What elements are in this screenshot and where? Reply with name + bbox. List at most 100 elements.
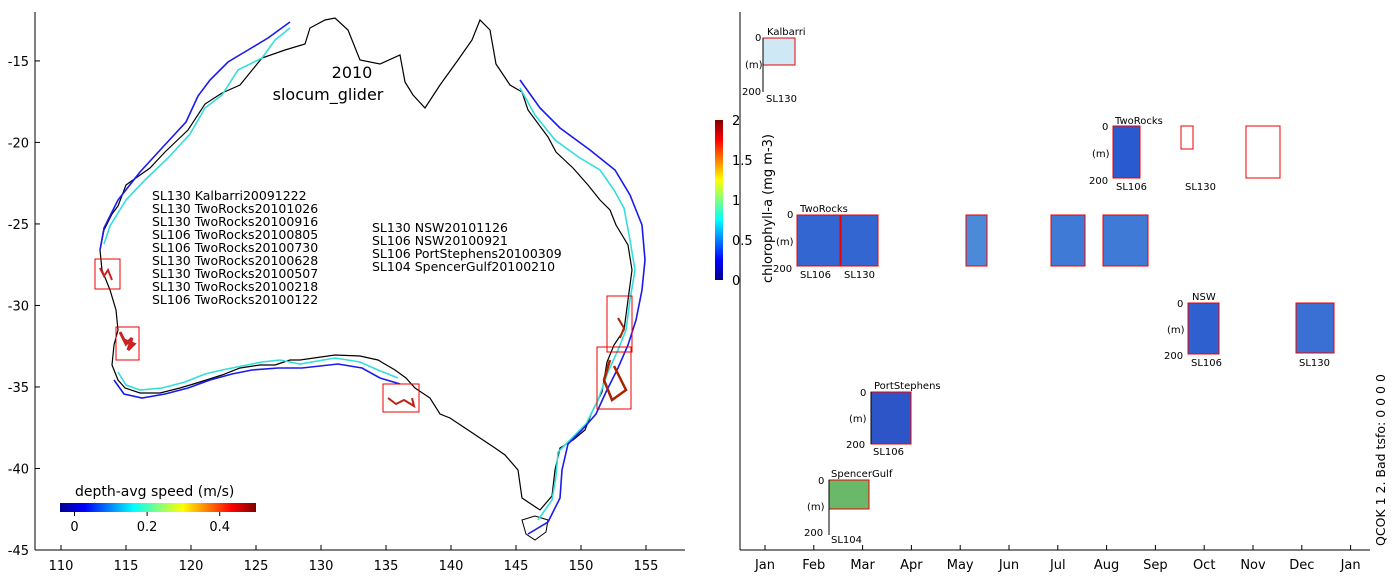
depth-unit: (m): [849, 414, 867, 425]
deployment-box: [840, 214, 879, 267]
box-kalbarri: [94, 258, 121, 290]
depth-0: 0: [1177, 299, 1183, 310]
chl-tick-label: 1: [732, 194, 740, 209]
depth-unit: (m): [807, 502, 825, 513]
x-tick-label: 130: [309, 559, 334, 574]
colorbar-tick-label: 0.4: [209, 520, 230, 535]
depth-200: 200: [773, 264, 792, 275]
x-tick-label: 140: [439, 559, 464, 574]
track-portstephens: [617, 317, 626, 339]
legend-entry: SL104 SpencerGulf20100210: [372, 259, 555, 274]
deployment-box: [1112, 125, 1141, 179]
box-tworocks: [115, 326, 140, 361]
map-title-platform: slocum_glider: [273, 85, 384, 105]
month-label: Jan: [754, 558, 775, 573]
legend-entry: SL106 TwoRocks20100122: [152, 292, 318, 307]
box-nsw: [596, 346, 632, 410]
month-label: Feb: [802, 558, 825, 573]
tl-nsw: NSW SL106 SL130 0 (m) 200: [1164, 292, 1335, 369]
deployment-box: [762, 37, 796, 66]
track-tworocks: [118, 331, 137, 352]
chl-tick-label: 1.5: [732, 154, 753, 169]
x-tick-label: 125: [244, 559, 269, 574]
depth-200: 200: [742, 87, 761, 98]
timeline-panel: Jan Feb Mar Apr May Jun Jul Aug Sep Oct Nov Dec Jan …: [715, 12, 1388, 573]
deployment-box: [1050, 214, 1086, 267]
legend-col2: SL130 NSW20101126 SL106 NSW20100921 SL10…: [372, 220, 562, 274]
glider-label: SL130: [766, 94, 797, 105]
deployment-box: [1102, 214, 1149, 267]
month-label: Dec: [1289, 558, 1314, 573]
track-nsw: [602, 359, 628, 402]
qc-note: QCOK 1 2. Bad tsfo: 0 0 0 0: [1373, 374, 1388, 546]
deployment-box: [965, 214, 988, 267]
depth-0: 0: [1102, 122, 1108, 133]
x-tick-label: 115: [114, 559, 139, 574]
tl-tworocks-late: TwoRocks SL106 SL130 0 (m) 200: [1089, 116, 1281, 193]
depth-200: 200: [846, 440, 865, 451]
legend-entry: SL106 TwoRocks20100805: [152, 227, 318, 242]
legend-entry: SL130 Kalbarri20091222: [152, 188, 307, 203]
depth-0: 0: [860, 388, 866, 399]
y-tick-label: -45: [8, 544, 29, 559]
track-kalbarri: [99, 267, 113, 281]
legend-entry: SL130 NSW20101126: [372, 220, 508, 235]
deployment-box: [1180, 125, 1194, 150]
legend-entry: SL130 TwoRocks20100218: [152, 279, 318, 294]
glider-label: SL130: [1299, 358, 1330, 369]
map-x-ticks: 110 115 120 125 130 135 140 145 150 155: [49, 545, 659, 574]
depth-200: 200: [1164, 351, 1183, 362]
legend-entry: SL130 TwoRocks20101026: [152, 201, 318, 216]
deployment-box: [870, 391, 912, 445]
site-label: NSW: [1192, 292, 1216, 303]
month-label: Jun: [998, 558, 1019, 573]
month-label: Oct: [1193, 558, 1215, 573]
site-label: SpencerGulf: [831, 469, 893, 480]
depth-unit: (m): [745, 60, 763, 71]
tl-portstephens: PortStephens SL106 0 (m) 200: [846, 381, 941, 458]
y-tick-label: -35: [8, 381, 29, 396]
y-tick-label: -25: [8, 218, 29, 233]
month-label: Sep: [1143, 558, 1168, 573]
x-tick-label: 145: [504, 559, 529, 574]
deployment-box: [1245, 125, 1281, 179]
depth-0: 0: [787, 210, 793, 221]
speed-colorbar: [60, 503, 256, 512]
x-tick-label: 110: [49, 559, 74, 574]
month-label: Jul: [1049, 558, 1066, 573]
depth-unit: (m): [1092, 149, 1110, 160]
y-tick-label: -15: [8, 55, 29, 70]
chl-colorbar-label: chlorophyll-a (mg m-3): [761, 134, 776, 283]
x-tick-label: 120: [179, 559, 204, 574]
track-spencer: [387, 397, 416, 409]
glider-label: SL106: [873, 447, 904, 458]
legend-entry: SL106 TwoRocks20100730: [152, 240, 318, 255]
tasmania: [521, 515, 549, 541]
chl-colorbar-ticks: 0 0.5 1 1.5 2: [732, 114, 753, 289]
contour-200m: [103, 27, 636, 521]
box-portstephens: [606, 295, 633, 353]
legend-entry: SL106 NSW20100921: [372, 233, 508, 248]
glider-label: SL106: [1191, 358, 1222, 369]
glider-label: SL130: [1185, 182, 1216, 193]
month-label: Apr: [900, 558, 923, 573]
depth-unit: (m): [1167, 325, 1185, 336]
tl-kalbarri: Kalbarri SL130 0 (m) 200: [742, 27, 806, 105]
legend-entry: SL130 TwoRocks20100916: [152, 214, 318, 229]
y-tick-label: -20: [8, 136, 29, 151]
chl-tick-label: 0: [732, 274, 740, 289]
glider-label: SL106: [800, 270, 831, 281]
tl-tworocks-early: TwoRocks SL106 SL130 0 (m) 200: [773, 204, 1149, 281]
glider-label: SL106: [1116, 182, 1147, 193]
month-label: May: [947, 558, 974, 573]
x-tick-label: 135: [374, 559, 399, 574]
site-label: Kalbarri: [767, 27, 806, 38]
chl-colorbar: [715, 120, 723, 280]
tl-spencergulf: SpencerGulf SL104 0 (m) 200: [804, 469, 893, 546]
coastline: [99, 17, 633, 511]
site-label: PortStephens: [874, 381, 941, 392]
chl-tick-label: 0.5: [732, 234, 753, 249]
depth-200: 200: [804, 528, 823, 539]
x-tick-label: 155: [634, 559, 659, 574]
depth-0: 0: [818, 476, 824, 487]
